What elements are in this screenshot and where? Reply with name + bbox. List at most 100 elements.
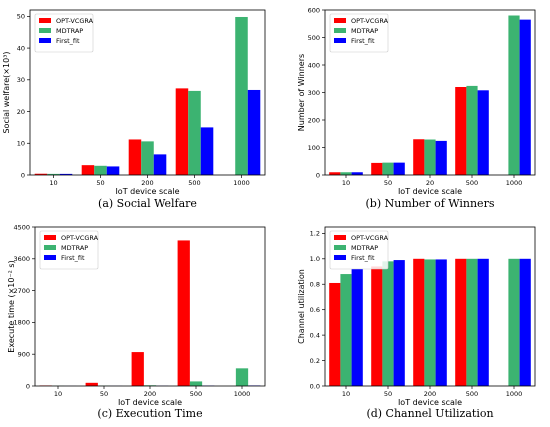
bar-opt-vcgra-500 [177, 240, 190, 386]
bar-mdtrap-50 [382, 162, 394, 176]
x-axis-label: IoT device scale [398, 398, 462, 407]
y-tick-label: 1.2 [310, 230, 320, 238]
bar-first-fit-500 [477, 258, 489, 386]
y-tick-label: 500 [308, 34, 320, 42]
bar-opt-vcgra-20 [413, 139, 425, 175]
x-tick-label: 20 [426, 179, 434, 187]
bar-first-fit-500 [200, 127, 214, 175]
legend-label: First_fit [351, 37, 375, 45]
y-tick-label: 20 [17, 108, 25, 116]
bar-first-fit-1000 [519, 258, 531, 386]
bar-first-fit-50 [393, 260, 405, 386]
bar-mdtrap-10 [340, 172, 352, 175]
bar-first-fit-200 [153, 154, 167, 176]
caption: (d) Channel Utilization [366, 407, 493, 420]
y-tick-label: 1800 [13, 319, 30, 327]
bar-opt-vcgra-200 [128, 139, 142, 175]
y-tick-label: 300 [308, 89, 320, 97]
bar-first-fit-1000 [519, 19, 531, 176]
chart-panel-1: 0 10 20 30 40 50 10 50 200 500 1000 IoT device scal… [2, 9, 266, 210]
x-tick-label: 50 [384, 390, 392, 398]
legend-swatch [334, 235, 346, 240]
legend-swatch [334, 28, 346, 33]
y-axis-label: Channel utilization [297, 269, 306, 344]
y-tick-label: 50 [17, 13, 25, 21]
y-tick-label: 600 [308, 6, 320, 14]
legend-label: OPT-VCGRA [61, 234, 99, 242]
bar-first-fit-50 [393, 162, 405, 176]
y-tick-label: 1.0 [310, 255, 320, 263]
x-tick-label: 500 [190, 390, 202, 398]
bar-opt-vcgra-50 [85, 382, 98, 386]
y-tick-label: 0 [316, 171, 320, 179]
bar-opt-vcgra-10 [34, 173, 48, 175]
bar-mdtrap-200 [424, 259, 436, 386]
chart-panel-4: 0.0 0.2 0.4 0.6 0.8 1.0 1.2 10 50 200 500 1000 IoT d… [297, 226, 536, 420]
x-tick-label: 10 [49, 179, 57, 187]
bar-first-fit-10 [351, 172, 363, 175]
y-tick-label: 0.8 [310, 281, 320, 289]
bar-mdtrap-50 [94, 165, 107, 175]
legend-label: OPT-VCGRA [351, 17, 389, 25]
bar-first-fit-10 [351, 268, 363, 386]
y-tick-label: 0 [21, 171, 25, 179]
bar-mdtrap-1000 [508, 15, 520, 175]
bar-first-fit-10 [59, 173, 73, 175]
chart-panel-2: 0 100 200 300 400 500 600 10 50 20 500 1000 IoT devi… [297, 6, 536, 210]
y-tick-label: 900 [18, 351, 30, 359]
bar-mdtrap-10 [47, 173, 60, 175]
x-tick-label: 1000 [233, 179, 250, 187]
chart-panel-3: 0 900 1800 2700 3600 4500 10 50 200 500 1000 IoT de… [7, 223, 266, 420]
legend-swatch [44, 255, 56, 260]
x-axis-label: IoT device scale [115, 187, 179, 196]
x-tick-label: 500 [466, 390, 478, 398]
legend-label: MDTRAP [56, 27, 83, 35]
bar-opt-vcgra-50 [371, 266, 383, 386]
y-tick-label: 3600 [13, 255, 30, 263]
bar-mdtrap-200 [141, 141, 154, 175]
y-tick-label: 0.6 [310, 306, 320, 314]
x-tick-label: 50 [384, 179, 392, 187]
bar-mdtrap-500 [189, 381, 203, 386]
bar-opt-vcgra-500 [455, 87, 467, 175]
caption: (c) Execution Time [97, 407, 202, 420]
bar-mdtrap-1000 [235, 368, 249, 386]
x-tick-label: 10 [342, 179, 350, 187]
x-tick-label: 1000 [506, 179, 523, 187]
bar-first-fit-1000 [247, 89, 261, 175]
bar-opt-vcgra-50 [371, 162, 383, 175]
y-tick-label: 200 [308, 116, 320, 124]
y-tick-label: 400 [308, 61, 320, 69]
caption: (b) Number of Winners [366, 197, 495, 210]
caption: (a) Social Welfare [98, 197, 197, 210]
legend-label: MDTRAP [351, 244, 378, 252]
x-tick-label: 500 [466, 179, 478, 187]
x-tick-label: 200 [141, 179, 153, 187]
x-tick-label: 1000 [506, 390, 523, 398]
bar-mdtrap-500 [188, 90, 201, 175]
legend-swatch [39, 28, 51, 33]
bar-mdtrap-20 [424, 139, 436, 175]
y-tick-label: 0 [26, 382, 30, 390]
legend-label: MDTRAP [351, 27, 378, 35]
legend-label: OPT-VCGRA [56, 17, 94, 25]
y-tick-label: 40 [17, 44, 25, 52]
x-tick-label: 200 [424, 390, 436, 398]
legend-label: First_fit [56, 37, 80, 45]
bar-opt-vcgra-500 [175, 88, 189, 176]
x-tick-label: 500 [188, 179, 200, 187]
x-axis-label: IoT device scale [118, 398, 182, 407]
y-tick-label: 100 [308, 144, 320, 152]
bar-opt-vcgra-200 [131, 352, 144, 386]
legend-swatch [334, 38, 346, 43]
y-tick-label: 0.0 [310, 382, 320, 390]
bar-opt-vcgra-200 [413, 258, 425, 386]
legend-label: First_fit [351, 254, 375, 262]
y-tick-label: 10 [17, 140, 25, 148]
bar-first-fit-20 [435, 140, 447, 175]
bar-mdtrap-500 [466, 258, 478, 386]
y-tick-label: 4500 [13, 223, 30, 231]
bar-mdtrap-500 [466, 85, 478, 175]
legend-swatch [39, 38, 51, 43]
